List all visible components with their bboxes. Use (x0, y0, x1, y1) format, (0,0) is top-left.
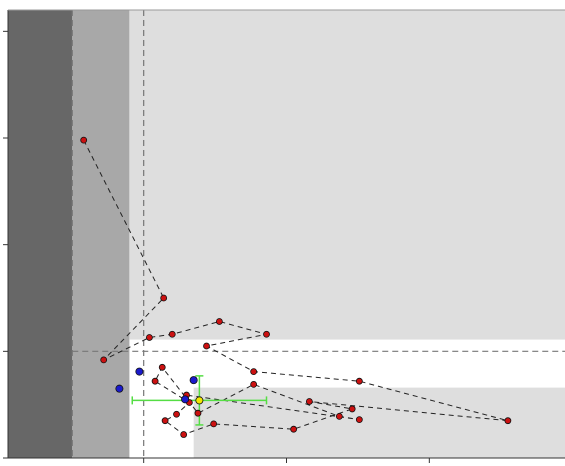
data-point (189, 376, 198, 385)
data-point (195, 396, 204, 405)
connecting-path (83, 139, 509, 436)
data-point (250, 380, 258, 388)
data-point (504, 417, 512, 425)
shaded-region (72, 10, 130, 458)
data-point (173, 410, 180, 418)
data-point (348, 405, 356, 413)
data-point (115, 384, 124, 393)
data-point (290, 425, 298, 433)
data-point (263, 330, 270, 338)
data-point (194, 409, 202, 417)
data-point (210, 420, 218, 428)
data-point (181, 395, 190, 404)
data-point (355, 416, 363, 424)
shaded-region (193, 387, 565, 458)
data-point (151, 377, 159, 385)
shaded-region (129, 10, 565, 340)
data-point (355, 377, 363, 385)
data-point (335, 412, 343, 420)
data-point (168, 330, 176, 338)
data-point (135, 367, 144, 376)
data-point (158, 363, 166, 371)
data-point (203, 342, 210, 350)
data-point (100, 356, 108, 364)
data-point (161, 417, 169, 425)
data-point (80, 136, 88, 144)
data-point (180, 431, 188, 438)
shaded-region (8, 10, 73, 458)
data-point (250, 368, 258, 376)
data-point (305, 398, 313, 405)
data-point (215, 318, 223, 325)
data-point (160, 294, 168, 302)
data-point (145, 334, 153, 341)
